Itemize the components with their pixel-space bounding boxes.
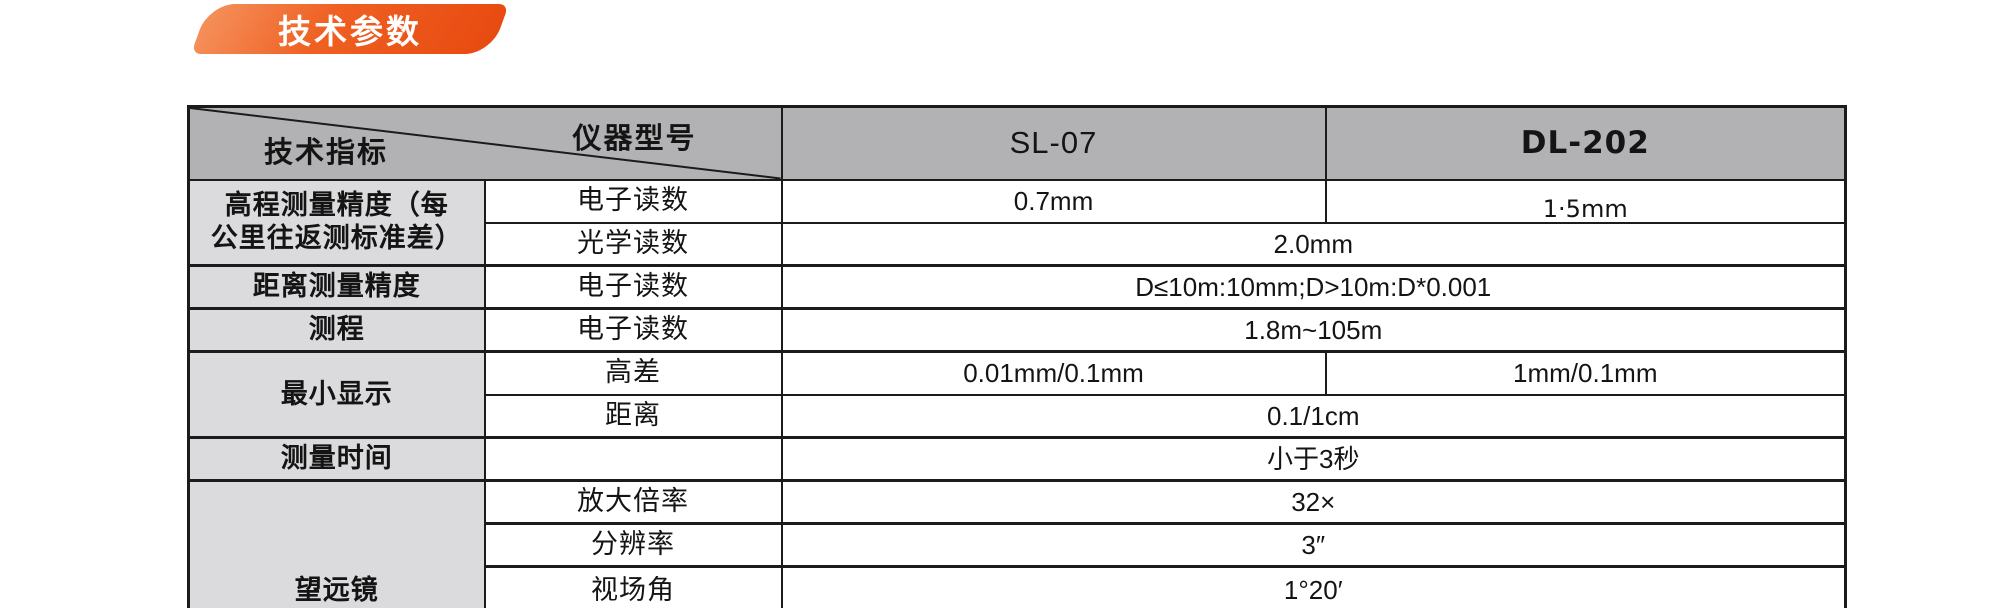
spec-table: 仪器型号 技术指标 SL-07 DL-202 高程测量精度（每 公里往返测标准差… [187,105,1847,608]
header-corner-cell: 仪器型号 技术指标 [187,105,783,181]
sub-resolution: 分辨率 [483,522,783,568]
value-text: 1·5mm [1542,194,1628,223]
table-header-row: 仪器型号 技术指标 SL-07 DL-202 [187,105,1847,181]
value-dl202-min-height: 1mm/0.1mm [1324,350,1847,396]
column-header-dl202: DL-202 [1324,105,1847,181]
table-row: 测量时间 小于3秒 [187,436,1847,482]
sub-electronic-reading: 电子读数 [483,178,783,224]
sub-field-of-view: 视场角 [483,565,783,608]
value-sl07-min-height: 0.01mm/0.1mm [780,350,1327,396]
sub-optical-reading: 光学读数 [483,221,783,267]
section-title: 技术参数 [278,13,422,50]
value-distance-accuracy: D≤10m:10mm;D>10m:D*0.001 [780,264,1847,310]
corner-label-indicator: 技术指标 [264,137,389,170]
value-min-distance: 0.1/1cm [780,393,1847,439]
value-elevation-optical: 2.0mm [780,221,1847,267]
value-field-of-view: 1°20′ [780,565,1847,608]
sub-electronic-reading: 电子读数 [483,264,783,310]
value-dl202-elevation-electronic: 1·5mm [1324,178,1847,224]
diagonal-divider-line [190,108,781,179]
value-magnification: 32× [780,479,1847,525]
table-row: 望远镜 放大倍率 32× [187,479,1847,608]
corner-label-model: 仪器型号 [572,123,697,155]
table-row: 测程 电子读数 1.8m~105m [187,307,1847,353]
sub-empty [483,436,783,482]
value-resolution: 3″ [780,522,1847,568]
indicator-distance-accuracy: 距离测量精度 [187,264,486,310]
table-row: 分辨率 3″ [189,522,1847,568]
table-row: 距离 0.1/1cm [189,393,1847,439]
sub-height-difference: 高差 [483,350,783,396]
indicator-telescope: 望远镜 [187,479,486,608]
table-row: 最小显示 高差 0.01mm/0.1mm 1mm/0.1mm [187,350,1847,439]
indicator-elevation-accuracy: 高程测量精度（每 公里往返测标准差） [187,178,486,267]
sub-electronic-reading: 电子读数 [483,307,783,353]
indicator-measurement-time: 测量时间 [187,436,486,482]
sub-magnification: 放大倍率 [483,479,783,525]
section-banner: 技术参数 [190,4,510,54]
column-header-sl07: SL-07 [780,105,1327,181]
value-measuring-range: 1.8m~105m [780,307,1847,353]
sub-distance: 距离 [483,393,783,439]
indicator-minimum-display: 最小显示 [187,350,486,439]
table-row: 视场角 1°20′ [189,565,1847,608]
indicator-measuring-range: 测程 [187,307,486,353]
table-row: 光学读数 2.0mm [189,221,1847,267]
value-measurement-time: 小于3秒 [780,436,1847,482]
table-row: 高程测量精度（每 公里往返测标准差） 电子读数 0.7mm 1·5mm [187,178,1847,267]
table-row: 距离测量精度 电子读数 D≤10m:10mm;D>10m:D*0.001 [187,264,1847,310]
value-sl07-elevation-electronic: 0.7mm [780,178,1327,224]
